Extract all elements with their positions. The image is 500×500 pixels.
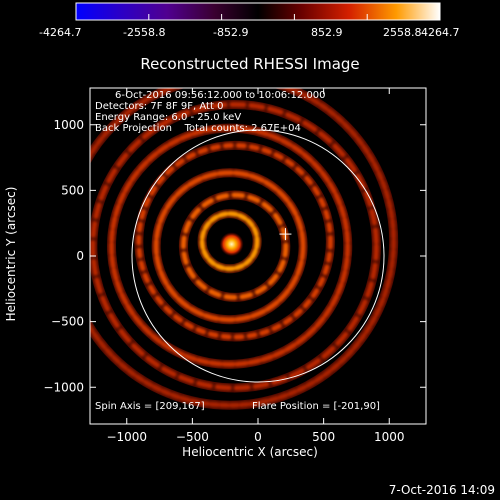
info-energy-range: Energy Range: 6.0 - 25.0 keV <box>95 112 241 123</box>
fringe-ring <box>108 125 351 367</box>
colorbar-tick-label: -2558.8 <box>123 26 165 39</box>
colorbar-gradient <box>75 2 441 21</box>
y-tick-label: −1000 <box>43 380 84 394</box>
spin-axis-label: Spin Axis = [209,167] <box>95 401 205 412</box>
fringe-ring <box>199 211 260 272</box>
y-tick-label: 1000 <box>53 118 84 132</box>
reconstructed-image <box>90 88 399 410</box>
axis-ticks: −1000 −500 0 500 1000 −1000 −500 0 500 1000 <box>43 88 426 444</box>
solar-limb-circle <box>131 129 385 383</box>
info-time-range: 6-Oct-2016 09:56:12.000 to 10:06:12.000 <box>115 90 326 101</box>
colorbar-tick-label: 4264.7 <box>421 26 460 39</box>
x-axis-label: Heliocentric X (arcsec) <box>182 445 318 459</box>
chart-title: Reconstructed RHESSI Image <box>140 55 359 73</box>
y-axis-label: Heliocentric Y (arcsec) <box>4 187 18 322</box>
x-tick-label: −500 <box>176 430 209 444</box>
x-tick-label: 1000 <box>374 430 405 444</box>
info-method-counts: Back Projection Total counts: 2.67E+04 <box>95 123 301 134</box>
x-tick-label: 500 <box>312 430 335 444</box>
colorbar-tick-label: -4264.7 <box>39 26 81 39</box>
fringe-ring <box>153 170 306 323</box>
colorbar-tick-label: -852.9 <box>213 26 248 39</box>
fringe-ring <box>90 101 379 391</box>
generation-timestamp: 7-Oct-2016 14:09 <box>389 483 495 497</box>
y-tick-label: −500 <box>51 315 84 329</box>
plot-area: −1000 −500 0 500 1000 −1000 −500 0 500 1000 6-Oct… <box>43 87 427 444</box>
colorbar-ticks <box>75 14 441 20</box>
y-tick-label: 500 <box>61 183 84 197</box>
info-detectors: Detectors: 7F 8F 9F, Att 0 <box>95 101 223 112</box>
fringe-ring <box>136 142 333 340</box>
peak-source <box>219 232 244 257</box>
flare-position-label: Flare Position = [-201,90] <box>252 401 380 412</box>
colorbar-tick-label: 2558.8 <box>383 26 422 39</box>
y-tick-label: 0 <box>76 249 84 263</box>
fringe-ring <box>90 88 397 408</box>
fringe-ring <box>180 192 289 300</box>
colorbar: -4264.7 -2558.8 -852.9 852.9 2558.8 4264… <box>39 2 460 39</box>
x-tick-label: −1000 <box>106 430 147 444</box>
x-tick-label: 0 <box>254 430 262 444</box>
spin-axis-marker <box>279 228 292 241</box>
colorbar-tick-label: 852.9 <box>311 26 343 39</box>
